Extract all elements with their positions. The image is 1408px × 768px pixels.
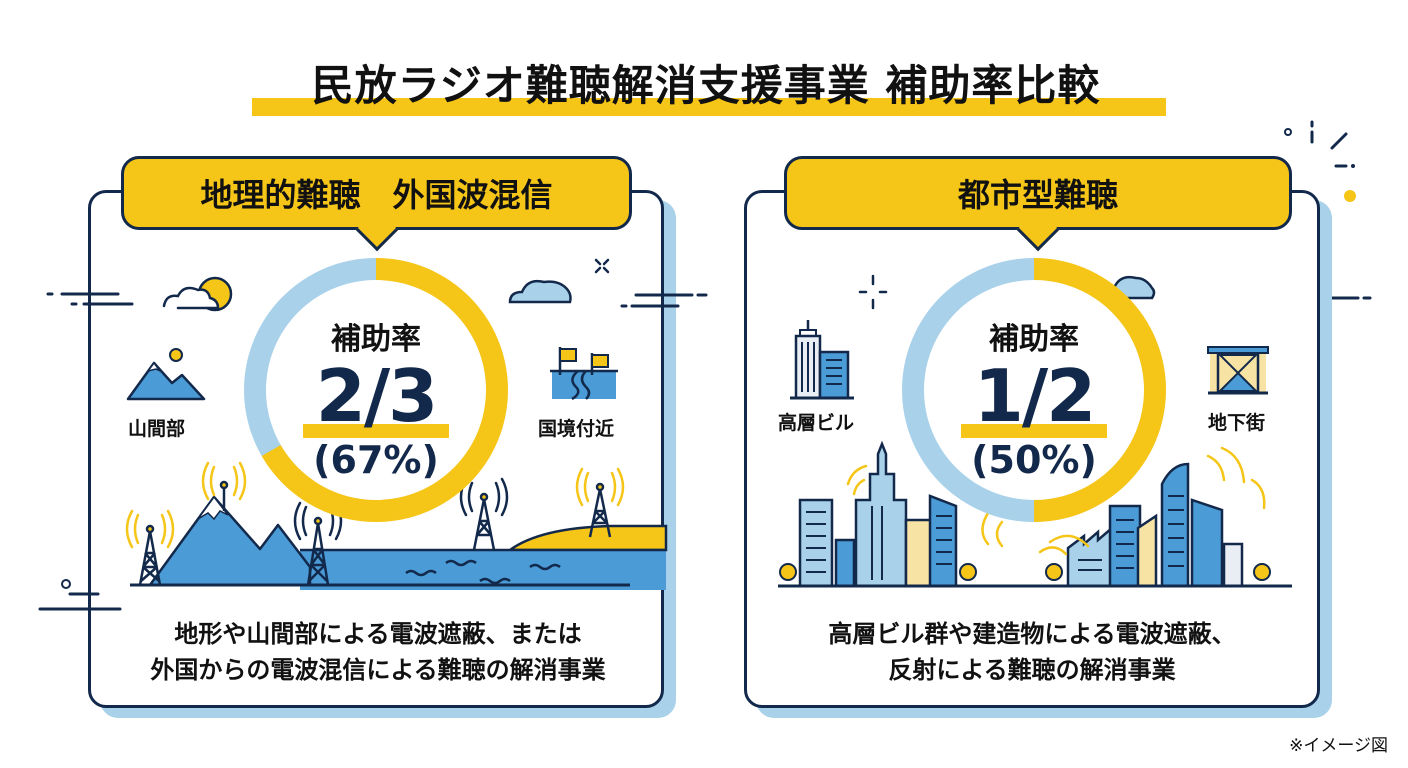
geographic-category-label: 地理的難聴 外国波混信 (200, 176, 553, 214)
description-line-2: 外国からの電波混信による難聴の解消事業 (150, 656, 606, 684)
panel-middle-decoration-icon (620, 293, 708, 308)
geographic-description: 地形や山間部による電波遮蔽、または 外国からの電波混信による難聴の解消事業 (90, 616, 666, 688)
mountain-sea-landscape-icon (125, 461, 668, 590)
fraction-highlight-bar (303, 424, 449, 438)
border-area-label: 国境付近 (538, 418, 615, 440)
description-line-1: 地形や山間部による電波遮蔽、または (174, 620, 582, 648)
mountain-icon (126, 348, 206, 401)
underground-mall-icon (1207, 346, 1269, 395)
urban-description: 高層ビル群や建造物による電波遮蔽、 反射による難聴の解消事業 (744, 616, 1320, 688)
sparkle-icon (594, 258, 610, 274)
image-footnote: ※イメージ図 (1289, 736, 1388, 756)
subsidy-rate-ring-50: 補助率 1/2 (50%) (902, 258, 1166, 522)
urban-category-label: 都市型難聴 (957, 176, 1118, 214)
underground-mall-label: 地下街 (1208, 412, 1266, 434)
description-line-1: 高層ビル群や建造物による電波遮蔽、 (828, 620, 1236, 648)
city-skyline-icon (778, 440, 1292, 588)
panel-left-decoration-icon (38, 292, 134, 611)
subsidy-percent: (50%) (971, 438, 1097, 482)
ring-inner (266, 280, 486, 500)
subsidy-fraction: 1/2 (973, 354, 1097, 438)
page-title-block: 民放ラジオ難聴解消支援事業 補助率比較 (246, 52, 1166, 118)
subsidy-rate-label: 補助率 (331, 322, 421, 357)
sparkle-decoration-icon (1284, 120, 1356, 202)
cloud-icon (508, 279, 572, 304)
urban-category-tag: 都市型難聴 (784, 156, 1292, 252)
subsidy-rate-label: 補助率 (989, 322, 1079, 357)
sparkle-icon (858, 274, 888, 310)
mountain-area-label: 山間部 (128, 418, 186, 440)
fraction-highlight-bar (961, 424, 1107, 438)
high-rise-building-icon (790, 320, 854, 400)
geographic-category-tag: 地理的難聴 外国波混信 (121, 156, 632, 252)
subsidy-fraction: 2/3 (315, 354, 439, 438)
subsidy-percent: (67%) (313, 438, 439, 482)
description-line-2: 反射による難聴の解消事業 (888, 656, 1176, 684)
ring-inner (924, 280, 1144, 500)
title-highlight-bar (252, 98, 1166, 116)
border-flags-icon (550, 347, 618, 401)
page-title: 民放ラジオ難聴解消支援事業 補助率比較 (311, 61, 1101, 110)
subsidy-rate-ring-67: 補助率 2/3 (67%) (244, 258, 508, 522)
cloud-sun-icon (162, 276, 233, 312)
high-rise-label: 高層ビル (778, 412, 855, 434)
